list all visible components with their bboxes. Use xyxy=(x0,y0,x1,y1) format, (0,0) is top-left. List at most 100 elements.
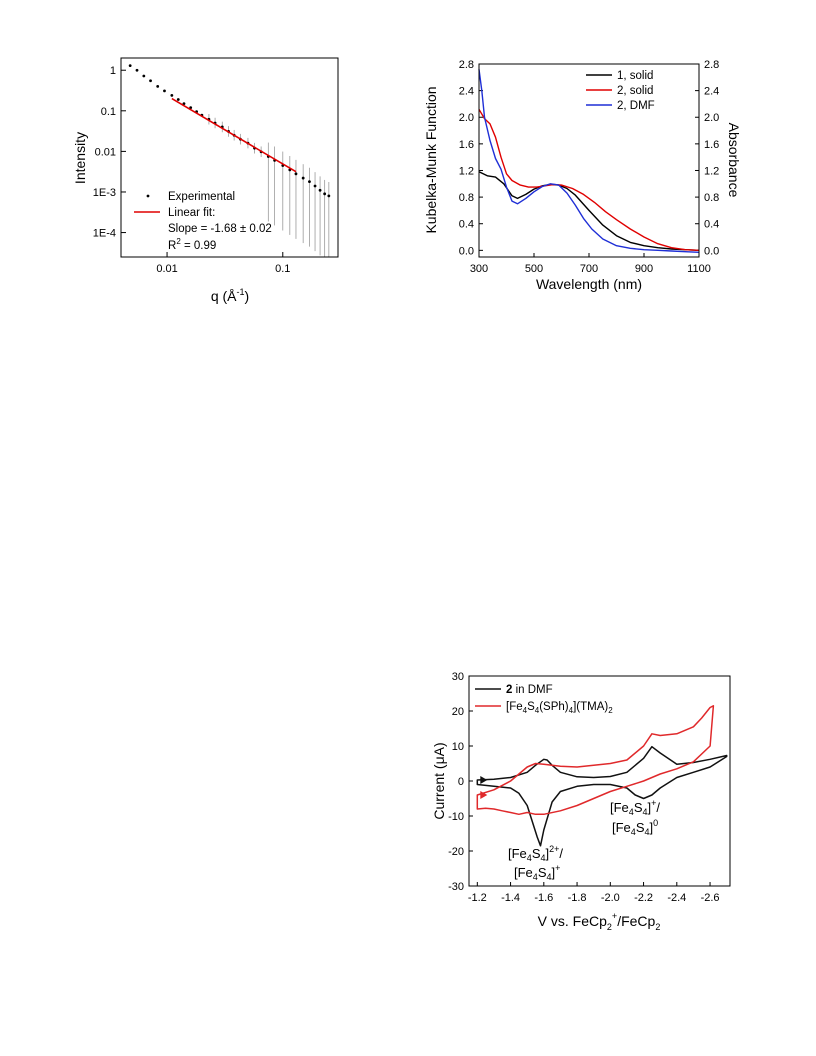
saxs-legend: Experimental Linear fit: Slope = -1.68 ±… xyxy=(134,191,272,252)
annotation-left-line2: [Fe4S4]+ xyxy=(514,863,560,882)
saxs-y-tick-label: 1E-3 xyxy=(93,187,116,199)
saxs-x-tick-label: 0.1 xyxy=(275,263,290,275)
cv-frame xyxy=(468,675,731,887)
cv-series-line-0 xyxy=(476,745,728,847)
legend-1-solid-label: 1, solid xyxy=(617,70,653,82)
saxs-data-point xyxy=(313,184,317,188)
saxs-data-point xyxy=(176,98,180,101)
legend-r2: R2 = 0.99 xyxy=(168,237,216,252)
cv-y-tick-label: 10 xyxy=(452,741,464,753)
saxs-data-point xyxy=(189,106,193,109)
cv-x-tick-label: -1.8 xyxy=(568,892,587,904)
cv-x-tick-label: -1.4 xyxy=(501,892,520,904)
uvvis-y-tick-label-left: 0.4 xyxy=(459,219,474,231)
uvvis-y-tick-label-left: 2.0 xyxy=(459,112,474,124)
saxs-plot-area: 0.01 0.1 1 0.1 0.01 1E-3 1E-4 xyxy=(93,64,331,275)
saxs-ylabel: Intensity xyxy=(72,132,88,184)
uvvis-y-tick-label-left: 2.8 xyxy=(459,59,474,71)
saxs-y-tick-label: 1 xyxy=(110,65,116,77)
uvvis-y-tick-label-left: 1.2 xyxy=(459,165,474,177)
uvvis-y-tick-label-right: 1.6 xyxy=(704,139,719,151)
cv-y-tick-label: 0 xyxy=(458,776,464,788)
cv-plot-area: -1.2 -1.4 -1.6 -1.8 -2.0 -2.2 -2.4 -2.6 30 20 10 0 -… xyxy=(448,671,728,904)
legend-2-solid-label: 2, solid xyxy=(617,85,653,97)
annotation-right-line2: [Fe4S4]0 xyxy=(612,818,658,837)
cv-y-tick-label: 30 xyxy=(452,671,464,683)
uvvis-ylabel-left: Kubelka-Munk Function xyxy=(423,86,439,233)
saxs-xlabel: q (Å-1) xyxy=(211,287,249,304)
uvvis-plot-area: 300 500 700 900 1100 0.0 0.0 0.4 0.4 0.8 0.8 1.2 1.2… xyxy=(459,59,720,275)
saxs-data-point xyxy=(149,79,152,83)
uvvis-x-tick-label: 300 xyxy=(470,263,488,275)
cv-legend: 2 in DMF [Fe4S4(SPh)4](TMA)2 xyxy=(475,684,613,715)
uvvis-y-tick-label-right: 2.0 xyxy=(704,112,719,124)
uvvis-ylabel-right: Absorbance xyxy=(726,123,742,198)
uvvis-y-tick-label-right: 2.4 xyxy=(704,86,719,98)
uvvis-x-tick-label: 700 xyxy=(580,263,598,275)
saxs-data-point xyxy=(163,89,166,93)
cv-xlabel: V vs. FeCp2+/FeCp2 xyxy=(538,911,661,932)
cv-y-tick-label: 20 xyxy=(452,706,464,718)
cv-y-tick-label: -30 xyxy=(448,881,464,893)
uvvis-x-tick-label: 500 xyxy=(525,263,543,275)
cv-series-line-1 xyxy=(476,705,715,816)
saxs-data-point xyxy=(135,68,139,72)
legend-experimental-marker xyxy=(146,194,150,198)
uvvis-xlabel: Wavelength (nm) xyxy=(536,276,642,292)
saxs-data-point xyxy=(182,102,186,106)
annotation-left-line1: [Fe4S4]2+/ xyxy=(508,844,563,863)
uvvis-y-tick-label-left: 1.6 xyxy=(459,139,474,151)
saxs-data-point xyxy=(294,172,298,176)
saxs-fit-line xyxy=(171,97,297,173)
uvvis-y-tick-label-left: 0.0 xyxy=(459,245,474,257)
cv-annotation-left: [Fe4S4]2+/ [Fe4S4]+ xyxy=(508,844,563,882)
uvvis-legend: 1, solid 2, solid 2, DMF xyxy=(586,70,655,112)
legend-fe4s4-label: [Fe4S4(SPh)4](TMA)2 xyxy=(506,701,613,715)
saxs-data-point xyxy=(308,180,311,184)
cv-y-tick-label: -20 xyxy=(448,846,464,858)
saxs-data-point xyxy=(142,74,146,78)
uvvis-y-tick-label-left: 0.8 xyxy=(459,192,474,204)
uvvis-x-tick-label: 900 xyxy=(635,263,653,275)
uvvis-y-tick-label-right: 0.0 xyxy=(704,245,719,257)
cv-x-tick-label: -2.6 xyxy=(701,892,720,904)
annotation-right-line1: [Fe4S4]+/ xyxy=(610,798,660,817)
legend-2-dmf-label: 2 in DMF xyxy=(506,684,553,696)
saxs-data-point xyxy=(170,93,174,97)
legend-slope: Slope = -1.68 ± 0.02 xyxy=(168,223,272,235)
uvvis-y-tick-label-right: 2.8 xyxy=(704,59,719,71)
saxs-y-tick-label: 1E-4 xyxy=(93,228,116,240)
cv-annotation-right: [Fe4S4]+/ [Fe4S4]0 xyxy=(610,798,660,837)
cv-x-tick-label: -2.0 xyxy=(601,892,620,904)
saxs-frame xyxy=(120,57,339,258)
cv-ylabel: Current (μA) xyxy=(431,742,447,819)
legend-experimental-label: Experimental xyxy=(168,191,235,203)
uvvis-y-tick-label-left: 2.4 xyxy=(459,86,474,98)
uvvis-series-line-2 xyxy=(478,69,700,253)
cv-scan-direction-arrow-0 xyxy=(480,775,488,784)
saxs-y-tick-label: 0.1 xyxy=(101,106,116,118)
legend-fit-label: Linear fit: xyxy=(168,207,215,219)
saxs-data-point xyxy=(156,84,160,88)
legend-2-dmf-label: 2, DMF xyxy=(617,100,655,112)
cv-x-tick-label: -1.6 xyxy=(534,892,553,904)
cv-x-tick-label: -2.2 xyxy=(634,892,653,904)
saxs-y-tick-label: 0.01 xyxy=(95,146,116,158)
saxs-data-point xyxy=(327,194,331,198)
saxs-data-point xyxy=(128,64,132,67)
cv-x-tick-label: -1.2 xyxy=(468,892,487,904)
cv-scan-direction-arrow-1 xyxy=(480,791,488,799)
saxs-x-tick-label: 0.01 xyxy=(156,263,177,275)
saxs-data-point xyxy=(323,192,327,196)
uvvis-y-tick-label-right: 0.4 xyxy=(704,219,719,231)
uvvis-y-tick-label-right: 1.2 xyxy=(704,165,719,177)
uvvis-x-tick-label: 1100 xyxy=(687,263,711,275)
cv-y-tick-label: -10 xyxy=(448,811,464,823)
cv-x-tick-label: -2.4 xyxy=(667,892,686,904)
saxs-data-point xyxy=(301,176,305,180)
uvvis-frame xyxy=(478,63,700,258)
uvvis-y-tick-label-right: 0.8 xyxy=(704,192,719,204)
